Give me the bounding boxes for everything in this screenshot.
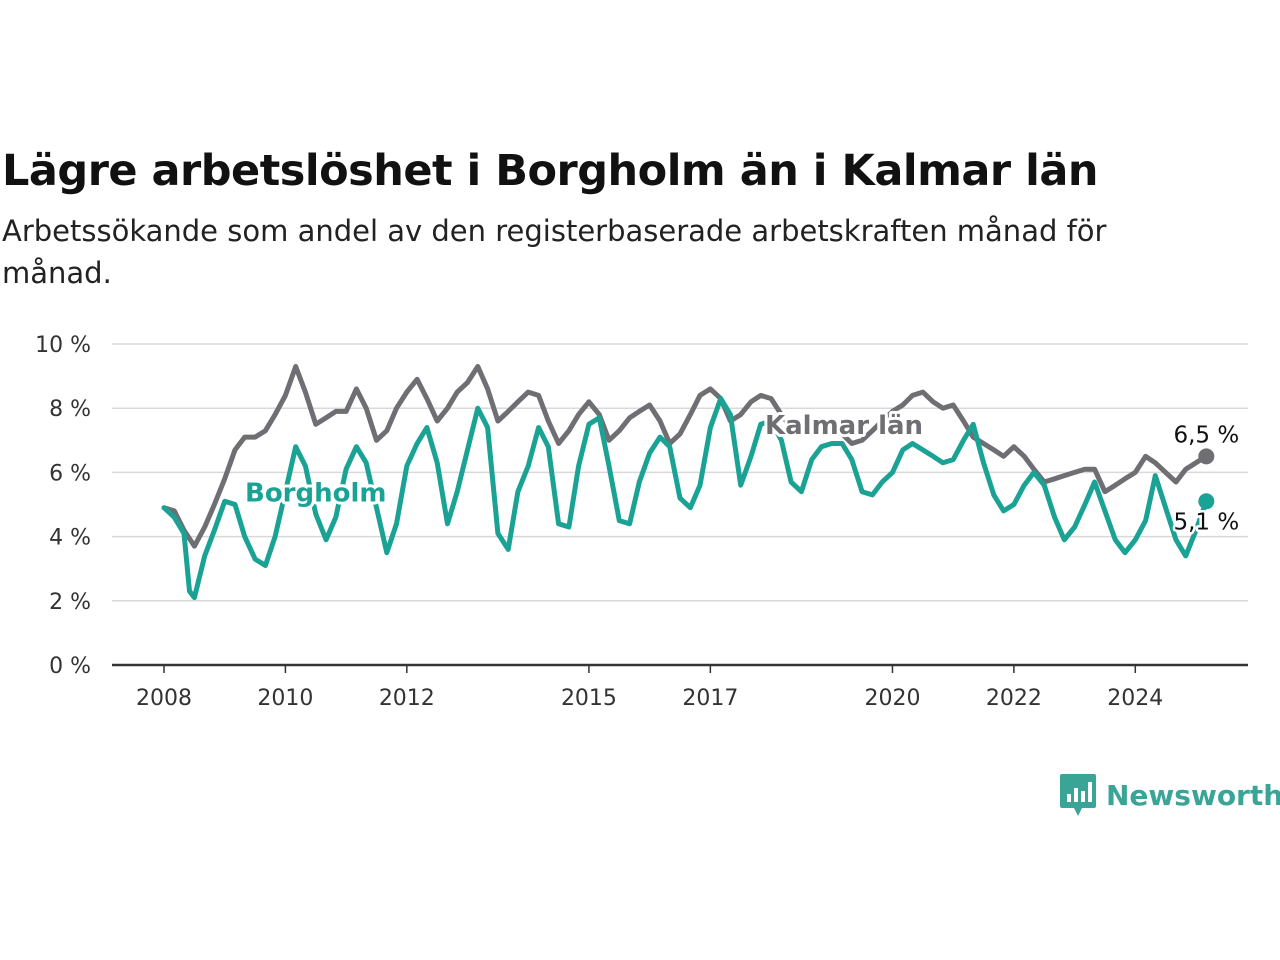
end-value-label-kalmar-l-n: 6,5 % <box>1173 422 1239 448</box>
y-tick-label: 6 % <box>49 461 91 486</box>
gridlines <box>112 343 1248 667</box>
chart-subtitle: Arbetssökande som andel av den registerb… <box>2 214 1107 290</box>
series-line-kalmar-l-n <box>161 364 1209 549</box>
y-axis-ticks: 0 % 2 % 4 % 6 % 8 % 10 % <box>35 333 91 679</box>
x-tick-label: 2010 <box>257 686 313 711</box>
series-lines <box>161 364 1215 601</box>
y-tick-label: 8 % <box>49 397 91 422</box>
bar-chart-icon <box>1060 774 1096 816</box>
end-point-borgholm <box>1198 493 1215 510</box>
end-point-kalmar-l-n <box>1198 448 1215 465</box>
y-tick-label: 10 % <box>35 333 91 358</box>
y-tick-label: 4 % <box>49 526 91 551</box>
y-tick-label: 0 % <box>49 654 91 679</box>
x-tick-label: 2015 <box>561 686 617 711</box>
series-line-borgholm <box>161 396 1209 601</box>
series-label-kalmar-l-n: Kalmar län <box>765 411 923 441</box>
y-tick-label: 2 % <box>49 590 91 615</box>
x-tick-label: 2020 <box>864 686 920 711</box>
line-chart: 0 % 2 % 4 % 6 % 8 % 10 % 2008 2010 2012 2015 2017… <box>35 333 1248 711</box>
x-axis-ticks: 2008 2010 2012 2015 2017 2020 2022 2024 <box>136 665 1163 711</box>
x-tick-label: 2022 <box>986 686 1042 711</box>
series-label-borgholm: Borgholm <box>245 478 387 508</box>
end-value-label-borgholm: 5,1 % <box>1173 509 1239 535</box>
x-tick-label: 2008 <box>136 686 192 711</box>
series-labels: Kalmar län 6,5 % Borgholm 5,1 % <box>242 408 1242 538</box>
x-tick-label: 2024 <box>1107 686 1163 711</box>
x-tick-label: 2012 <box>379 686 435 711</box>
chart-title: Lägre arbetslöshet i Borgholm än i Kalma… <box>2 146 1098 196</box>
x-tick-label: 2017 <box>682 686 738 711</box>
brand-name: Newsworthy <box>1106 778 1280 812</box>
newsworthy-logo: Newsworthy <box>1058 772 1280 818</box>
